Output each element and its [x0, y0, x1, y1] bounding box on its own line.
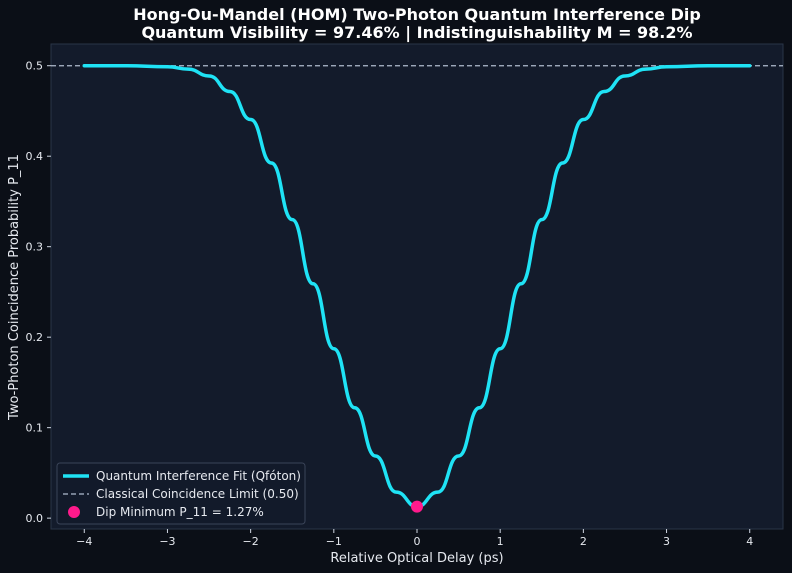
chart-subtitle: Quantum Visibility = 97.46% | Indistingu… [141, 23, 692, 43]
y-tick-label: 0.4 [26, 150, 44, 163]
x-tick-label: 3 [663, 535, 670, 548]
legend-box [56, 462, 306, 525]
x-tick-label: −3 [159, 535, 175, 548]
legend-label-classical: Classical Coincidence Limit (0.50) [96, 487, 299, 501]
legend-label-fit: Quantum Interference Fit (Qfóton) [96, 469, 301, 483]
y-axis-label: Two-Photon Coincidence Probability P_11 [7, 154, 22, 421]
x-tick-label: −1 [326, 535, 342, 548]
y-tick-label: 0.2 [26, 331, 44, 344]
y-tick-label: 0.5 [26, 60, 44, 73]
x-tick-label: 2 [580, 535, 587, 548]
y-tick-label: 0.3 [26, 241, 44, 254]
y-tick-label: 0.1 [26, 422, 44, 435]
x-tick-label: −2 [243, 535, 259, 548]
chart-title: Hong-Ou-Mandel (HOM) Two-Photon Quantum … [133, 5, 701, 24]
legend: Quantum Interference Fit (Qfóton) Classi… [56, 462, 306, 525]
legend-label-dip: Dip Minimum P_11 = 1.27% [96, 505, 264, 519]
x-axis-label: Relative Optical Delay (ps) [330, 551, 503, 566]
y-tick-label: 0.0 [26, 512, 44, 525]
y-axis-ticks: 0.0 0.1 0.2 0.3 0.4 0.5 [26, 60, 51, 525]
plot-area [50, 43, 784, 530]
dip-minimum-point [411, 500, 423, 513]
x-axis-ticks: −4 −3 −2 −1 0 1 2 3 4 [76, 529, 753, 548]
legend-swatch-dip [68, 506, 80, 518]
x-tick-label: 1 [497, 535, 504, 548]
x-tick-label: 4 [746, 535, 753, 548]
x-tick-label: 0 [414, 535, 421, 548]
x-tick-label: −4 [76, 535, 92, 548]
